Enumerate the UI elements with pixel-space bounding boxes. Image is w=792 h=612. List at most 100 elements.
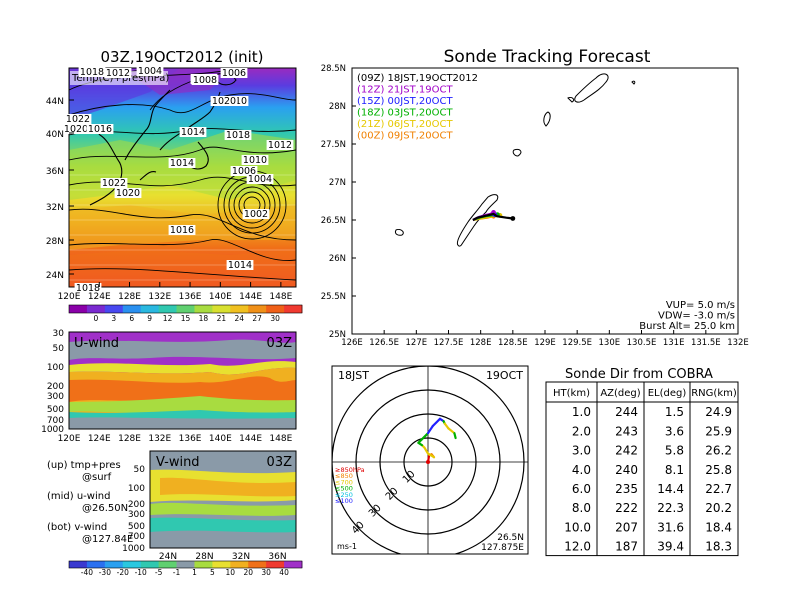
- track-y-tick: 25N: [329, 330, 346, 340]
- u-y-tick: 300: [47, 392, 64, 402]
- temperature-colorbar: 0 3 6 9 12 15 18 21 24 27 30: [68, 304, 303, 323]
- contour-label: 1022: [66, 114, 90, 125]
- polar-time-label: 18JST: [338, 369, 369, 382]
- colorbar-swatch: [266, 305, 285, 313]
- contour-label-bg: [100, 178, 128, 188]
- track-x-tick: 129E: [534, 338, 556, 348]
- contour-label-bg: [191, 75, 219, 85]
- contour-label: 1018: [76, 283, 100, 294]
- map-overlay-label: Temp(C)+pres(hPa): [71, 73, 169, 84]
- contour-label-bg: [241, 155, 269, 165]
- contour-label: 1020: [212, 96, 236, 107]
- track-y-tick: 27N: [329, 178, 346, 188]
- table-cell: 207: [615, 520, 638, 534]
- colorbar-tick: 18: [199, 314, 209, 323]
- contour-label-bg: [220, 68, 248, 78]
- contour-label-bg: [114, 188, 142, 198]
- colorbar-tick: 0: [93, 314, 98, 323]
- contour-label-bg: [210, 96, 238, 106]
- side-note: @surf: [82, 472, 112, 483]
- colorbar-tick: 24: [234, 314, 244, 323]
- launch-param: VUP= 5.0 m/s: [666, 300, 735, 311]
- table-cell: 187: [615, 540, 638, 554]
- height-legend: ≥850hPa≤850≤700≤500≤250≤100: [335, 466, 365, 505]
- colorbar-swatch: [212, 305, 231, 313]
- sonde-direction-table: Sonde Dir from COBRA HT(km) AZ(deg) EL(deg…: [545, 367, 739, 557]
- v-y-tick: 50: [134, 465, 146, 475]
- u-x-tick: 140E: [209, 434, 232, 444]
- side-note: @26.50N: [82, 503, 128, 514]
- map-y-tick: 44N: [46, 97, 64, 107]
- track-y-tick: 26N: [329, 254, 346, 264]
- u-wind-title: U-wind: [74, 336, 119, 351]
- wind-colorbar-swatch: [176, 561, 195, 568]
- track-x-tick: 126.5E: [369, 338, 399, 348]
- wind-colorbar-tick: -1: [173, 568, 181, 577]
- track-legend-entry: (18Z) 03JST,20OCT: [357, 108, 453, 119]
- table-header-cell: AZ(deg): [600, 388, 640, 399]
- track-x-tick: 127.5E: [434, 338, 464, 348]
- side-note: @127.84E: [82, 534, 133, 545]
- track-x-tick: 130E: [599, 338, 621, 348]
- contour-label: 1022: [102, 178, 126, 189]
- v-x-tick: 24N: [159, 552, 177, 562]
- table-cell: 22.7: [705, 482, 732, 496]
- contour-label: 1014: [228, 260, 252, 271]
- table-cell: 31.6: [657, 520, 684, 534]
- track-title: Sonde Tracking Forecast: [444, 47, 651, 67]
- track-y-tick: 28.5N: [321, 64, 346, 74]
- colorbar-swatch: [194, 305, 213, 313]
- contour-label-bg: [226, 260, 254, 270]
- side-note: (bot) v-wind: [47, 522, 107, 533]
- polar-lon-label: 127.875E: [481, 543, 524, 553]
- polar-date-label: 19OCT: [486, 369, 523, 382]
- colorbar-swatch: [69, 305, 88, 313]
- v-wind-time: 03Z: [267, 455, 293, 470]
- hodograph-trace: [417, 417, 457, 464]
- map-y-tick: 24N: [46, 271, 64, 281]
- wind-colorbar-swatch: [104, 561, 124, 568]
- track-legend-entry: (00Z) 09JST,20OCT: [357, 131, 453, 142]
- contour-label-bg: [136, 66, 164, 76]
- v-x-tick: 32N: [232, 552, 250, 562]
- table-cell: 12.0: [564, 540, 591, 554]
- table-cell: 5.8: [665, 444, 684, 458]
- contour-label: 1004: [248, 174, 272, 185]
- wind-colorbar-tick: 30: [261, 568, 271, 577]
- colorbar-swatch: [248, 305, 267, 313]
- hodograph-segment: [453, 432, 457, 440]
- colorbar-swatch: [104, 305, 124, 313]
- table-cell: 8.1: [665, 463, 684, 477]
- colorbar-swatch: [284, 305, 303, 313]
- track-legend-entry: (09Z) 18JST,19OCT2012: [357, 73, 478, 84]
- colorbar-tick: 9: [147, 314, 152, 323]
- sonde-track-panel: Sonde Tracking Forecast (09Z) 18JST,19OC…: [321, 47, 749, 348]
- colorbar-frame: [68, 304, 303, 314]
- contour-label: 1014: [170, 158, 194, 169]
- map-x-tick: 148E: [269, 292, 292, 302]
- track-legend: (09Z) 18JST,19OCT2012(12Z) 21JST,19OCT(1…: [357, 73, 478, 142]
- track-x-tick: 131.5E: [691, 338, 721, 348]
- table-cell: 4.0: [572, 463, 591, 477]
- wind-colorbar-tick: 40: [279, 568, 289, 577]
- contour-label-bg: [224, 130, 252, 140]
- u-x-tick: 120E: [58, 434, 81, 444]
- contour-label: 1016: [170, 225, 194, 236]
- wind-colorbar-tick: -30: [99, 568, 111, 577]
- wind-colorbar-swatch: [248, 561, 267, 568]
- track-x-tick: 127E: [406, 338, 428, 348]
- u-y-tick: 50: [53, 344, 65, 354]
- contour-label-bg: [78, 67, 106, 77]
- colorbar-swatch: [122, 305, 142, 313]
- track-x-tick: 130.5E: [627, 338, 657, 348]
- map-x-tick: 120E: [58, 292, 81, 302]
- launch-param: VDW= -3.0 m/s: [658, 311, 735, 322]
- wind-colorbar-tick: 20: [243, 568, 253, 577]
- track-y-tick: 25.5N: [321, 292, 346, 302]
- contour-label-bg: [168, 158, 196, 168]
- wind-colorbar-swatch: [284, 561, 303, 568]
- contour-label-bg: [86, 124, 114, 134]
- contour-label: 1002: [244, 209, 268, 220]
- table-header-cell: EL(deg): [648, 388, 687, 399]
